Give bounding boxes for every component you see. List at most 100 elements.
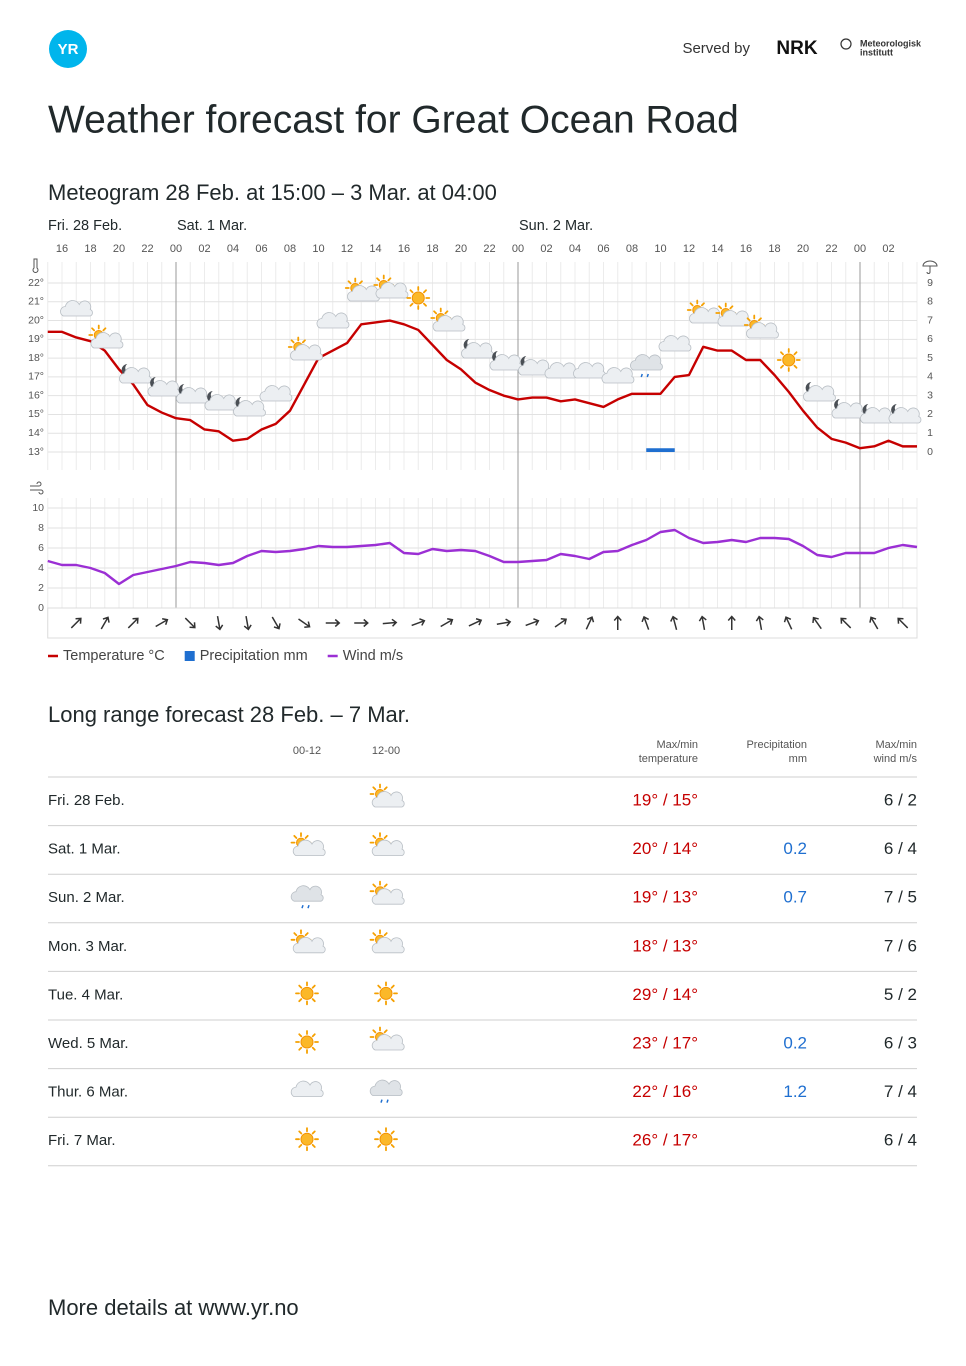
weather-icon [573,362,606,379]
sun-ray [390,998,395,1003]
row-precipitation: 0.7 [783,888,807,907]
sun-ray [311,984,316,989]
cloud [259,385,293,402]
wind-arrow [727,615,736,630]
x-tick-label: 22 [825,243,837,255]
sun-ray [383,786,388,791]
sun-ray [372,883,377,888]
cloud [630,354,663,371]
weather-icon [831,399,865,419]
weather-icon [715,302,751,327]
sun-ray [729,305,734,310]
y2-tick-label: 4 [927,371,933,383]
sun-ray [390,1143,395,1148]
sun-ray [718,305,723,310]
wind-arrow [755,615,764,631]
met-logo [840,38,852,50]
wind-arrow [215,615,224,631]
wind-arrow [897,617,909,629]
y2-tick-label: 5 [927,352,933,364]
cloud [375,282,409,299]
weather-icon [295,981,319,1006]
page-title: Weather forecast for Great Ocean Road [48,98,739,141]
weather-icon [290,885,324,909]
sun-ray [383,834,388,839]
row-day: Thur. 6 Mar. [48,1084,128,1101]
x-tick-label: 04 [227,243,239,255]
wind-arrow [325,618,341,628]
y2-tick-label: 3 [927,389,933,401]
wind-arrow [243,615,252,631]
row-wind: 7 / 5 [884,888,917,907]
cloud [119,367,152,384]
yr-logo-text: YR [58,41,79,58]
x-tick-label: 00 [512,243,524,255]
sun-ray [298,1033,303,1038]
x-tick-label: 06 [597,243,609,255]
x-tick-label: 12 [683,243,695,255]
weather-icon [290,832,326,856]
wind-arrow [783,616,793,630]
cloud [369,1079,403,1096]
row-precipitation: 0.2 [783,1033,807,1052]
rain [301,904,304,909]
rain [307,904,310,909]
legend-label: Precipitation mm [200,648,308,664]
sun-ray [377,984,382,989]
sun-ray [444,310,449,315]
x-tick-label: 08 [626,243,638,255]
sun [411,291,425,305]
weather-icon [295,1030,319,1054]
legend-label: Wind m/s [343,648,403,664]
x-tick-label: 00 [170,243,182,255]
umbrella-icon [922,260,938,274]
weather-icon [88,324,124,349]
x-tick-label: 18 [84,243,96,255]
sun-ray [311,1033,316,1038]
x-tick-label: 20 [797,243,809,255]
cloud [658,335,692,352]
weather-icon [204,391,238,411]
sun-ray [377,1143,382,1148]
cloud [290,885,324,902]
sun-ray [757,317,762,322]
sun-ray [301,339,306,344]
sun-ray [793,351,798,356]
x-tick-label: 22 [483,243,495,255]
row-temperature: 29° / 14° [632,985,698,1004]
yr-logo [49,30,87,68]
sun-ray [293,834,298,839]
weather-icon [888,404,922,424]
wind-arrow [869,616,879,630]
y2-tick-label: 6 [927,333,933,345]
cloud [233,400,266,417]
sun-ray [689,302,694,307]
y-tick-label: 21° [28,296,44,308]
section-title: Long range forecast 28 Feb. – 7 Mar. [48,702,410,727]
row-wind: 7 / 6 [884,936,917,955]
met-name: Meteorologisk [860,38,922,48]
weather-icon [369,783,405,808]
cloud [290,344,323,361]
sun-ray [298,984,303,989]
y-tick-label: 18° [28,352,44,364]
sun-ray [102,327,107,332]
wind-arrow [613,615,622,630]
row-wind: 6 / 3 [884,1033,917,1052]
sun-ray [358,280,363,285]
weather-icon [369,1026,405,1051]
x-tick-label: 14 [369,243,381,255]
wind-tick-label: 6 [38,542,44,554]
cloud [90,332,124,349]
sun-ray [298,1046,303,1051]
sun-ray [311,1143,316,1148]
weather-icon [630,354,663,378]
row-day: Sun. 2 Mar. [48,889,125,906]
sun-ray [372,834,377,839]
sun-ray [780,364,784,369]
row-precipitation: 1.2 [783,1082,807,1101]
day-label: Fri. 28 Feb. [48,218,122,234]
cloud [601,367,635,384]
cloud [746,322,779,339]
cloud [544,362,578,379]
